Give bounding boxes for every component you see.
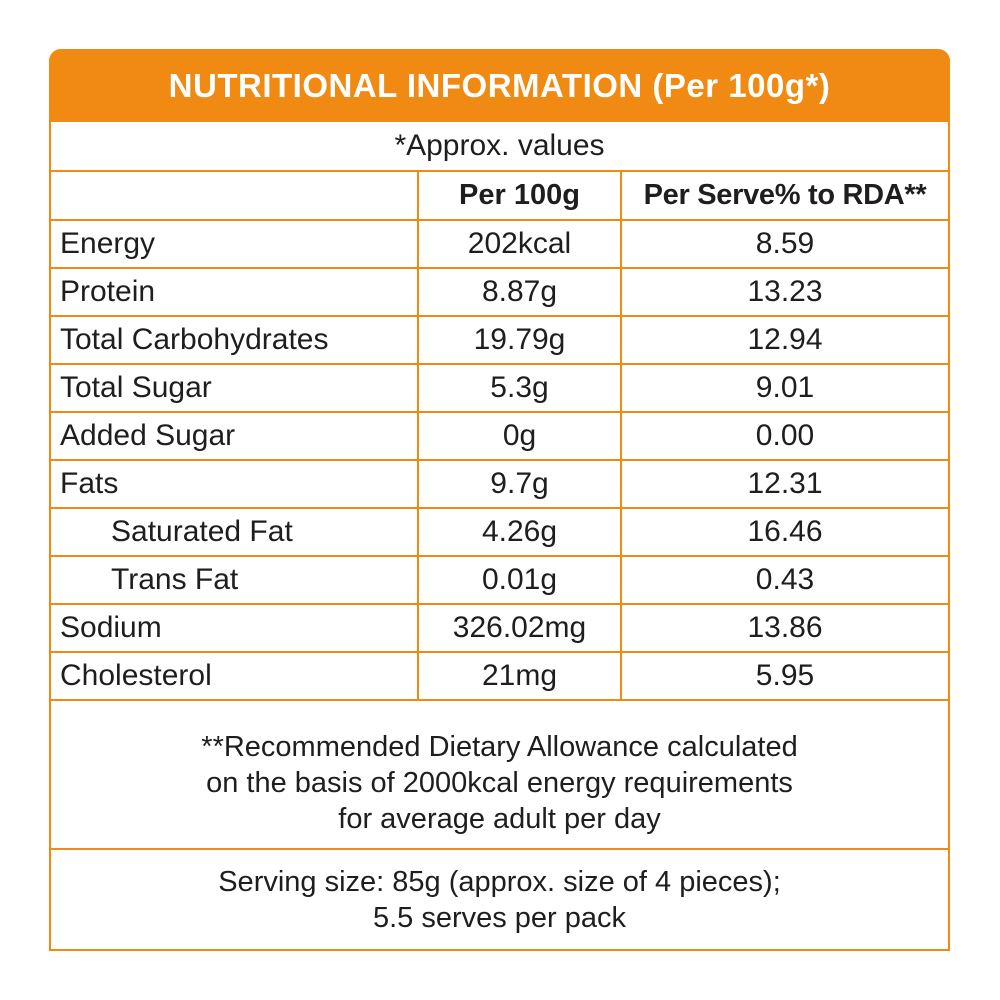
table-row: Total Carbohydrates 19.79g 12.94: [51, 316, 948, 365]
nutrient-name: Saturated Fat: [51, 508, 418, 557]
rda-value: 5.95: [620, 652, 948, 701]
table-row: Cholesterol 21mg 5.95: [51, 652, 948, 701]
per-100g-value: 0.01g: [417, 556, 621, 605]
rda-value: 0.43: [620, 556, 948, 605]
per-100g-value: 202kcal: [417, 220, 621, 269]
per-100g-value: 0g: [417, 412, 621, 461]
table-row: Trans Fat 0.01g 0.43: [51, 556, 948, 605]
serving-info: Serving size: 85g (approx. size of 4 pie…: [51, 850, 948, 949]
nutrition-table: Per 100g Per Serve% to RDA** Energy 202kc…: [51, 172, 948, 701]
serving-info-line: Serving size: 85g (approx. size of 4 pie…: [218, 865, 781, 898]
panel-body: *Approx. values Per 100g Per Serve% to R…: [49, 122, 950, 951]
nutrient-name: Protein: [51, 268, 418, 317]
panel-title: NUTRITIONAL INFORMATION (Per 100g*): [49, 49, 950, 122]
table-row: Sodium 326.02mg 13.86: [51, 604, 948, 653]
table-row: Total Sugar 5.3g 9.01: [51, 364, 948, 413]
per-100g-value: 21mg: [417, 652, 621, 701]
nutrient-name: Total Carbohydrates: [51, 316, 418, 365]
table-row: Added Sugar 0g 0.00: [51, 412, 948, 461]
nutrient-name: Trans Fat: [51, 556, 418, 605]
approx-values-note: *Approx. values: [51, 122, 948, 172]
table-header-row: Per 100g Per Serve% to RDA**: [51, 172, 948, 221]
column-header-rda: Per Serve% to RDA**: [620, 172, 948, 221]
nutrient-name: Added Sugar: [51, 412, 418, 461]
rda-footnote-line: for average adult per day: [338, 802, 661, 835]
per-100g-value: 4.26g: [417, 508, 621, 557]
nutrient-name: Energy: [51, 220, 418, 269]
rda-footnote: **Recommended Dietary Allowance calculat…: [51, 717, 948, 850]
table-row: Energy 202kcal 8.59: [51, 220, 948, 269]
rda-footnote-line: on the basis of 2000kcal energy requirem…: [206, 766, 793, 799]
per-100g-value: 9.7g: [417, 460, 621, 509]
rda-value: 0.00: [620, 412, 948, 461]
table-row: Fats 9.7g 12.31: [51, 460, 948, 509]
per-100g-value: 8.87g: [417, 268, 621, 317]
rda-value: 16.46: [620, 508, 948, 557]
per-100g-value: 326.02mg: [417, 604, 621, 653]
rda-footnote-line: **Recommended Dietary Allowance calculat…: [201, 730, 798, 763]
column-header-per-100g: Per 100g: [417, 172, 621, 221]
nutrient-name: Cholesterol: [51, 652, 418, 701]
table-row: Saturated Fat 4.26g 16.46: [51, 508, 948, 557]
rda-value: 8.59: [620, 220, 948, 269]
table-row: Protein 8.87g 13.23: [51, 268, 948, 317]
rda-value: 9.01: [620, 364, 948, 413]
rda-value: 13.86: [620, 604, 948, 653]
rda-value: 12.94: [620, 316, 948, 365]
rda-value: 13.23: [620, 268, 948, 317]
nutrient-name: Total Sugar: [51, 364, 418, 413]
nutrient-name: Sodium: [51, 604, 418, 653]
per-100g-value: 5.3g: [417, 364, 621, 413]
column-header-nutrient: [51, 172, 418, 221]
per-100g-value: 19.79g: [417, 316, 621, 365]
rda-value: 12.31: [620, 460, 948, 509]
serving-info-line: 5.5 serves per pack: [372, 901, 627, 934]
nutrition-panel: NUTRITIONAL INFORMATION (Per 100g*) *App…: [49, 49, 950, 951]
nutrient-name: Fats: [51, 460, 418, 509]
